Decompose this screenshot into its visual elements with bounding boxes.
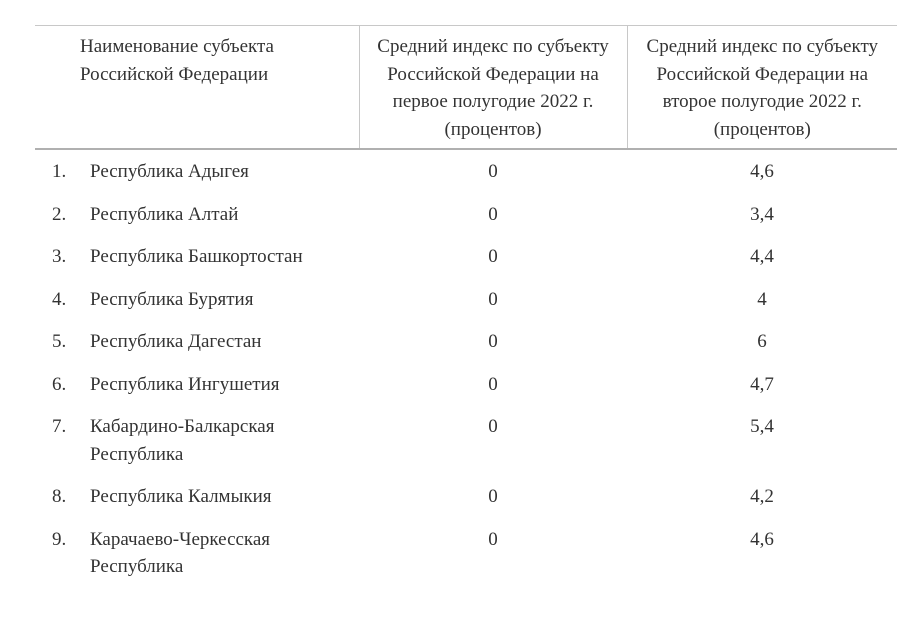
first-half-value: 0 xyxy=(488,416,498,437)
first-half-value: 0 xyxy=(488,161,498,182)
subject-name: Республика Калмыкия xyxy=(90,486,272,507)
second-half-value: 4,7 xyxy=(750,373,774,395)
row-number: 8. xyxy=(52,486,67,507)
first-half-value: 0 xyxy=(488,528,498,550)
table-row: 4. Республика Бурятия 0 4 xyxy=(35,278,897,321)
second-half-value: 5,4 xyxy=(750,416,774,437)
second-half-value: 4,6 xyxy=(750,161,774,182)
row-number: 5. xyxy=(52,331,67,352)
second-half-value: 4,6 xyxy=(750,528,774,550)
subject-name: Республика Дагестан xyxy=(90,331,262,352)
second-half-value: 4,4 xyxy=(750,246,774,267)
first-half-value: 0 xyxy=(488,203,498,225)
first-half-value: 0 xyxy=(488,373,498,395)
subject-name: Республика Башкортостан xyxy=(90,246,303,267)
subject-name: Республика Бурятия xyxy=(90,288,254,310)
first-half-value: 0 xyxy=(488,288,498,310)
row-number: 2. xyxy=(52,203,67,225)
regions-index-table: Наименование субъекта Российской Федерац… xyxy=(35,25,898,588)
first-half-value: 0 xyxy=(488,486,498,507)
subject-name: Кабардино-Балкарская Республика xyxy=(90,416,275,465)
header-subject-name: Наименование субъекта Российской Федерац… xyxy=(35,25,360,150)
subject-name: Республика Ингушетия xyxy=(90,373,280,395)
row-number: 3. xyxy=(52,246,67,267)
subject-name: Республика Адыгея xyxy=(90,161,249,182)
header-first-half-index: Средний индекс по субъекту Российской Фе… xyxy=(358,25,628,150)
row-number: 1. xyxy=(52,161,67,182)
second-half-value: 4 xyxy=(757,288,767,310)
header-row: Наименование субъекта Российской Федерац… xyxy=(35,25,898,150)
first-half-value: 0 xyxy=(488,331,498,352)
row-number: 4. xyxy=(52,288,67,310)
second-half-value: 4,2 xyxy=(750,486,774,507)
table-row: 6. Республика Ингушетия 0 4,7 xyxy=(35,363,897,406)
header-second-half-index: Средний индекс по субъекту Российской Фе… xyxy=(626,25,898,150)
row-number: 7. xyxy=(52,416,67,437)
row-number: 9. xyxy=(52,528,67,550)
second-half-value: 6 xyxy=(757,331,767,352)
table-row: 1. Республика Адыгея 0 4,6 xyxy=(35,149,897,193)
table-row: 9. Карачаево-Черкесская Республика 0 4,6 xyxy=(35,518,897,588)
table-row: 8. Республика Калмыкия 0 4,2 xyxy=(35,475,897,518)
subject-name: Республика Алтай xyxy=(90,203,239,225)
first-half-value: 0 xyxy=(488,246,498,267)
table-row: 5. Республика Дагестан 0 6 xyxy=(35,320,897,363)
table-row: 7. Кабардино-Балкарская Республика 0 5,4 xyxy=(35,405,897,475)
table-body: 1. Республика Адыгея 0 4,6 2. Республика… xyxy=(35,149,897,588)
table-header: Наименование субъекта Российской Федерац… xyxy=(35,25,898,150)
table-row: 2. Республика Алтай 0 3,4 xyxy=(35,193,897,236)
row-number: 6. xyxy=(52,373,67,395)
table-row: 3. Республика Башкортостан 0 4,4 xyxy=(35,235,897,278)
second-half-value: 3,4 xyxy=(750,203,774,225)
subject-name: Карачаево-Черкесская Республика xyxy=(90,528,271,578)
